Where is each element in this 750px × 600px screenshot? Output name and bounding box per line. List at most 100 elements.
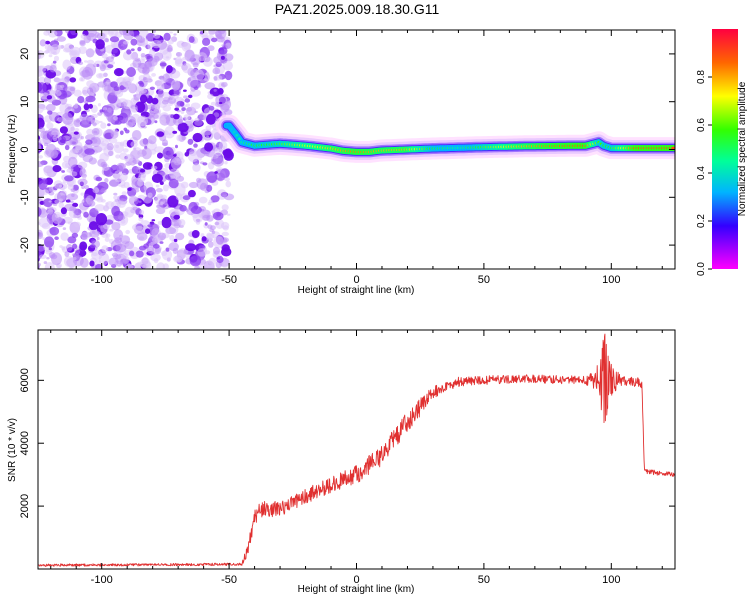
- spectrogram-noise-cell: [38, 155, 43, 159]
- spectrogram-noise-cell: [105, 56, 114, 63]
- spectrogram-noise-cell: [137, 119, 147, 129]
- spectrogram-noise-cell: [217, 88, 224, 95]
- spectrogram-noise-cell: [101, 232, 109, 238]
- spectrogram-noise-cell: [169, 31, 173, 34]
- spectrogram-noise-cell: [61, 170, 65, 173]
- spectrogram-noise-cell: [38, 221, 41, 226]
- snr-y-tick-label: 2000: [19, 494, 31, 518]
- spectrogram-noise-cell: [134, 222, 143, 232]
- spectrogram-noise-cell: [164, 126, 176, 139]
- spectrogram-noise-cell: [221, 44, 225, 47]
- spectrogram-noise-cell: [38, 160, 39, 164]
- spectrogram-noise-cell: [51, 130, 60, 136]
- spectrogram-noise-cell: [206, 135, 210, 139]
- spectrogram-noise-cell: [69, 171, 78, 177]
- spectrogram-noise-cell: [83, 103, 90, 111]
- spectrogram-noise-cell: [130, 38, 138, 46]
- spectrogram-noise-cell: [93, 130, 98, 134]
- spectrogram-noise-cell: [43, 198, 53, 208]
- spectrogram-noise-cell: [120, 235, 125, 239]
- spectrogram-noise-cell: [125, 229, 131, 235]
- spectrogram-noise-cell: [126, 263, 132, 268]
- spectrogram-y-tick-label: 0: [19, 146, 31, 152]
- spectrogram-noise-cell: [39, 39, 47, 47]
- spectrogram-noise-cell: [119, 130, 124, 136]
- spectrogram-noise-cell: [161, 99, 169, 105]
- spectrogram-noise-cell: [95, 263, 103, 269]
- spectrogram-noise-cell: [174, 58, 185, 67]
- spectrogram-noise-cell: [213, 236, 225, 249]
- spectrogram-noise-cell: [127, 187, 132, 191]
- spectrogram-noise-cell: [47, 30, 58, 38]
- spectrogram-noise-cell: [116, 98, 129, 107]
- spectrogram-noise-cell: [49, 226, 60, 236]
- spectrogram-noise-cell: [197, 156, 202, 161]
- spectrogram-noise-cell: [176, 256, 182, 263]
- spectrogram-noise-cell: [95, 35, 99, 39]
- spectrogram-noise-cell: [108, 137, 118, 144]
- spectrogram-noise-cell: [31, 173, 35, 177]
- spectrogram-noise-cell: [88, 103, 93, 109]
- spectrogram-noise-cell: [70, 188, 76, 192]
- spectrogram-noise-cell: [209, 105, 215, 111]
- spectrogram-noise-cell: [157, 89, 165, 97]
- spectrogram-noise-cell: [42, 178, 48, 184]
- spectrogram-noise-cell: [106, 142, 114, 151]
- spectrogram-noise-cell: [46, 257, 50, 260]
- spectrogram-noise-cell: [205, 113, 216, 125]
- spectrogram-noise-cell: [53, 180, 63, 190]
- spectrogram-noise-cell: [198, 196, 208, 204]
- spectrogram-y-tick-label: -10: [19, 189, 31, 205]
- spectrogram-noise-cell: [46, 122, 54, 130]
- spectrogram-noise-cell: [202, 37, 211, 46]
- spectrogram-noise-cell: [133, 188, 140, 193]
- spectrogram-noise-cell: [131, 130, 142, 141]
- spectrogram-noise-cell: [190, 206, 202, 214]
- spectrogram-noise-cell: [110, 31, 114, 35]
- spectrogram-noise-cell: [101, 245, 109, 253]
- spectrogram-noise-cell: [45, 103, 56, 112]
- spectrogram-noise-cell: [69, 77, 77, 83]
- spectrogram-noise-cell: [162, 184, 169, 192]
- spectrogram-noise-cell: [98, 252, 110, 266]
- spectrogram-noise-cell: [50, 44, 61, 55]
- spectrogram-noise-cell: [163, 32, 171, 41]
- snr-plot-area: [38, 333, 675, 567]
- spectrogram-noise-cell: [138, 80, 144, 85]
- spectrogram-noise-cell: [82, 154, 94, 163]
- spectrogram-noise-cell: [175, 104, 181, 109]
- spectrogram-noise-cell: [194, 69, 205, 81]
- spectrogram-noise-cell: [214, 221, 220, 226]
- colorbar-tick-label: 0.4: [696, 166, 707, 180]
- spectrogram-noise-cell: [66, 244, 73, 252]
- spectrogram-noise-cell: [113, 192, 118, 196]
- spectrogram-noise-cell: [208, 241, 214, 248]
- spectrogram-noise-cell: [139, 138, 149, 147]
- spectrogram-noise-cell: [143, 195, 153, 204]
- spectrogram-noise-cell: [46, 95, 53, 100]
- spectrogram-noise-cell: [38, 65, 47, 73]
- spectrogram-noise-cell: [223, 193, 235, 201]
- spectrogram-noise-cell: [56, 36, 66, 42]
- spectrogram-noise-cell: [162, 263, 169, 269]
- spectrogram-noise-cell: [101, 53, 108, 59]
- spectrogram-noise-cell: [148, 111, 155, 118]
- spectrogram-noise-cell: [72, 215, 78, 219]
- spectrogram-noise-cell: [142, 162, 153, 170]
- spectrogram-noise-cell: [186, 107, 193, 112]
- spectrogram-noise-cell: [85, 95, 96, 103]
- spectrogram-noise-cell: [213, 246, 220, 255]
- spectrogram-noise-cell: [173, 238, 178, 243]
- spectrogram-noise-cell: [136, 232, 148, 241]
- spectrogram-noise-cell: [103, 129, 115, 140]
- spectrogram-noise-cell: [80, 34, 86, 39]
- spectrogram-noise-cell: [157, 152, 163, 159]
- spectrogram-noise-cell: [187, 94, 193, 99]
- spectrogram-noise-cell: [225, 180, 232, 188]
- spectrogram-noise-cell: [48, 200, 52, 203]
- spectrogram-noise-cell: [63, 43, 74, 53]
- spectrogram-noise-cell: [122, 252, 128, 259]
- spectrogram-noise-cell: [110, 81, 118, 88]
- spectrogram-noise-cell: [161, 216, 172, 229]
- chart-title: PAZ1.2025.009.18.30.G11: [275, 1, 440, 17]
